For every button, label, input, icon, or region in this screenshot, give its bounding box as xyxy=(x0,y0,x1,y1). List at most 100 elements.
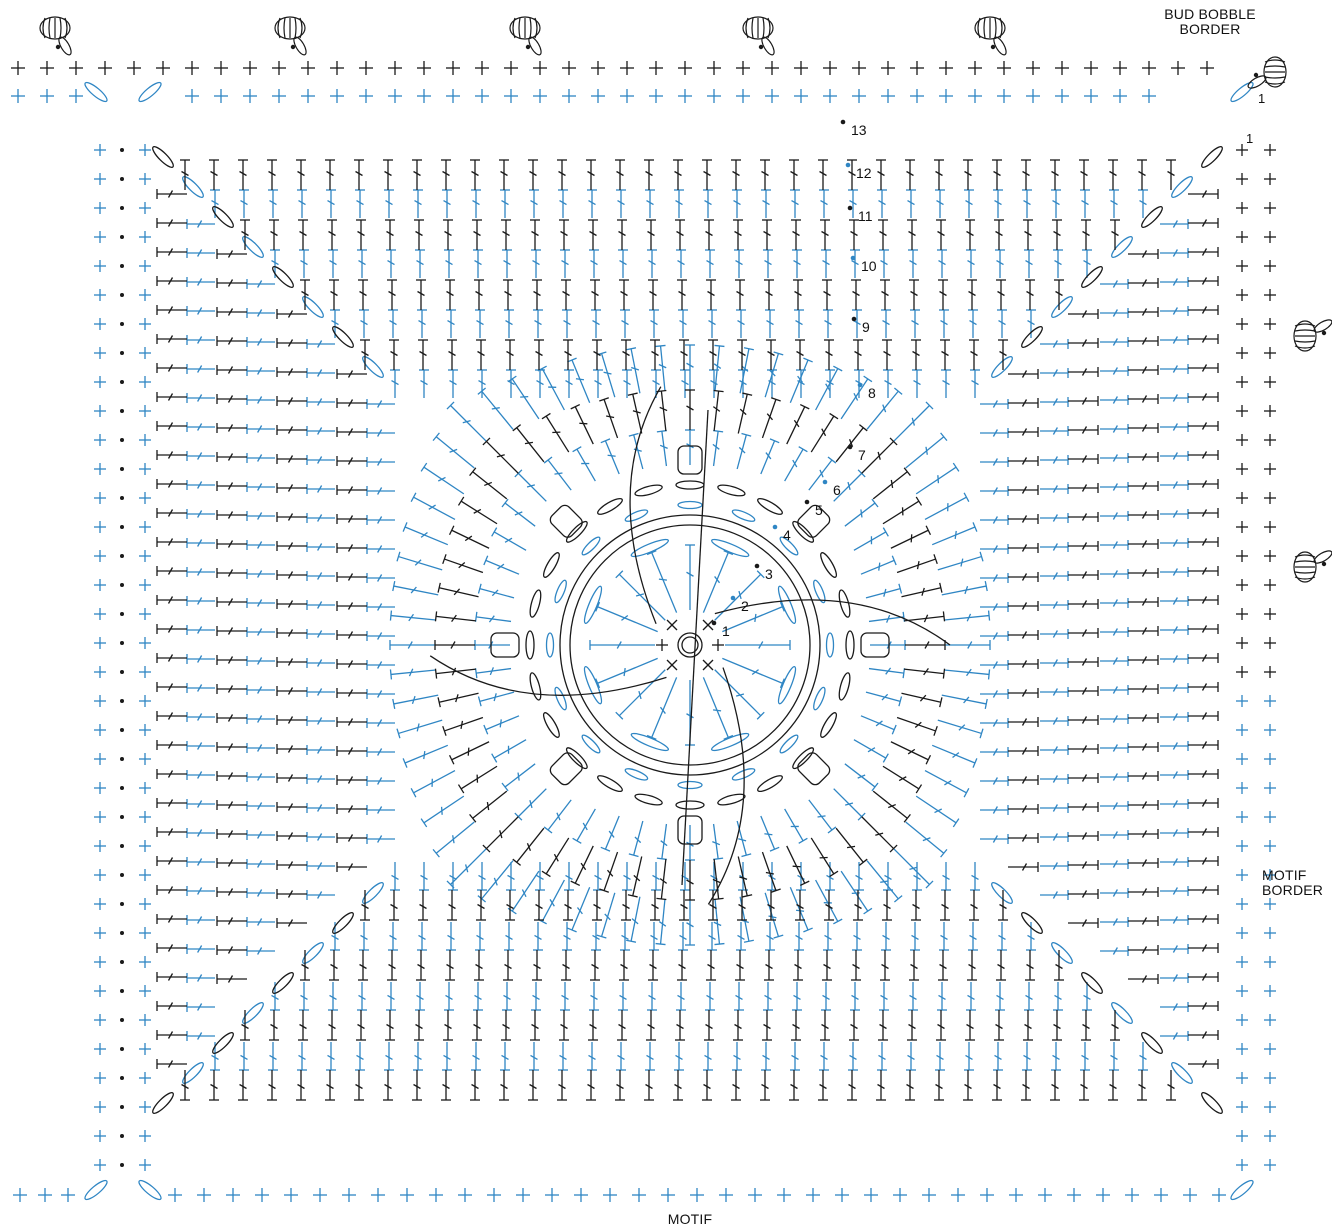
double-crochet-icon xyxy=(469,790,508,823)
plus-stitch-icon xyxy=(94,202,106,214)
double-crochet-icon xyxy=(935,189,945,218)
double-crochet-icon xyxy=(588,1010,598,1041)
double-crochet-icon xyxy=(944,668,991,680)
double-crochet-icon xyxy=(708,890,718,921)
double-crochet-icon xyxy=(1100,772,1129,782)
double-crochet-icon xyxy=(1109,1042,1119,1071)
double-crochet-icon xyxy=(417,922,427,951)
double-crochet-icon xyxy=(354,159,364,190)
plus-stitch-icon xyxy=(1264,463,1276,475)
double-crochet-icon xyxy=(1008,833,1039,843)
chain-oval-icon xyxy=(332,326,354,348)
double-crochet-icon xyxy=(535,369,545,398)
double-crochet-icon xyxy=(327,219,337,250)
slip-stitch-dot-icon xyxy=(120,351,124,355)
border-round-number-label: 1 xyxy=(1246,131,1253,146)
round-number-label: 13 xyxy=(851,122,867,138)
chain-oval-icon xyxy=(677,780,703,790)
double-crochet-icon xyxy=(570,845,594,887)
double-crochet-icon xyxy=(475,922,485,951)
plus-stitch-icon xyxy=(533,61,547,75)
double-crochet-icon xyxy=(246,569,275,579)
double-crochet-icon xyxy=(469,467,508,500)
plus-stitch-icon xyxy=(94,318,106,330)
double-crochet-icon xyxy=(1068,860,1099,870)
double-crochet-icon xyxy=(910,309,920,338)
double-crochet-icon xyxy=(854,862,864,891)
double-crochet-icon xyxy=(437,692,479,708)
double-crochet-icon xyxy=(1068,918,1099,928)
slip-stitch-dot-icon xyxy=(120,757,124,761)
double-crochet-icon xyxy=(1166,1070,1176,1101)
double-crochet-icon xyxy=(1068,367,1099,377)
plus-stitch-icon xyxy=(968,61,982,75)
double-crochet-icon xyxy=(872,467,911,500)
double-crochet-icon xyxy=(306,484,335,494)
double-crochet-icon xyxy=(366,602,395,612)
chain-oval-icon xyxy=(757,497,783,515)
double-crochet-icon xyxy=(329,950,339,981)
double-crochet-icon xyxy=(1188,247,1219,257)
double-crochet-icon xyxy=(276,309,307,319)
double-crochet-icon xyxy=(306,803,335,813)
double-crochet-icon xyxy=(968,309,978,338)
double-crochet-icon xyxy=(1128,742,1159,752)
double-crochet-icon xyxy=(156,1030,187,1040)
double-crochet-icon xyxy=(216,394,247,404)
double-crochet-icon xyxy=(852,309,862,338)
double-crochet-icon xyxy=(186,828,215,838)
double-crochet-icon xyxy=(564,369,574,398)
double-crochet-icon xyxy=(964,1042,974,1071)
chain-oval-icon xyxy=(302,942,324,964)
cluster-icon xyxy=(860,632,890,658)
double-crochet-icon xyxy=(561,950,571,981)
double-crochet-icon xyxy=(906,1042,916,1071)
plus-stitch-icon xyxy=(388,61,402,75)
chain-oval-icon xyxy=(565,747,588,770)
double-crochet-icon xyxy=(366,515,395,525)
plus-stitch-icon xyxy=(1236,1072,1248,1084)
round-number-label: 9 xyxy=(862,319,870,335)
double-crochet-icon xyxy=(732,189,742,218)
plus-stitch-icon xyxy=(1264,289,1276,301)
double-crochet-icon xyxy=(1160,770,1189,780)
double-crochet-icon xyxy=(1100,511,1129,521)
chain-oval-icon xyxy=(1141,206,1163,228)
double-crochet-icon xyxy=(980,428,1009,438)
double-crochet-icon xyxy=(1024,982,1034,1011)
double-crochet-icon xyxy=(619,279,629,310)
double-crochet-icon xyxy=(432,432,475,469)
double-crochet-icon xyxy=(298,1010,308,1041)
double-crochet-icon xyxy=(156,740,187,750)
chain-oval-icon xyxy=(717,793,746,806)
plus-stitch-icon xyxy=(13,1188,27,1202)
double-crochet-icon xyxy=(760,1070,770,1101)
double-crochet-icon xyxy=(761,851,781,893)
double-crochet-icon xyxy=(1160,654,1189,664)
cluster-icon xyxy=(490,632,520,658)
plus-stitch-icon xyxy=(1236,985,1248,997)
double-crochet-icon xyxy=(848,1042,858,1071)
double-crochet-icon xyxy=(907,1010,917,1041)
double-crochet-icon xyxy=(1160,944,1189,954)
double-crochet-icon xyxy=(1068,425,1099,435)
plus-stitch-icon xyxy=(748,1188,762,1202)
double-crochet-icon xyxy=(1100,598,1129,608)
double-crochet-icon xyxy=(980,834,1009,844)
plus-stitch-icon xyxy=(1142,89,1156,103)
double-crochet-icon xyxy=(186,1031,215,1041)
plus-stitch-icon xyxy=(94,985,106,997)
plus-stitch-icon xyxy=(1200,61,1214,75)
slip-stitch-dot-icon xyxy=(120,235,124,239)
double-crochet-icon xyxy=(477,860,514,903)
plus-stitch-icon xyxy=(417,89,431,103)
double-crochet-icon xyxy=(868,611,906,623)
double-crochet-icon xyxy=(434,640,475,650)
plus-stitch-icon xyxy=(968,89,982,103)
double-crochet-icon xyxy=(882,496,923,525)
double-crochet-icon xyxy=(186,335,215,345)
double-crochet-icon xyxy=(791,219,801,250)
double-crochet-icon xyxy=(911,890,921,921)
double-crochet-icon xyxy=(1128,974,1159,984)
double-crochet-icon xyxy=(268,189,278,218)
